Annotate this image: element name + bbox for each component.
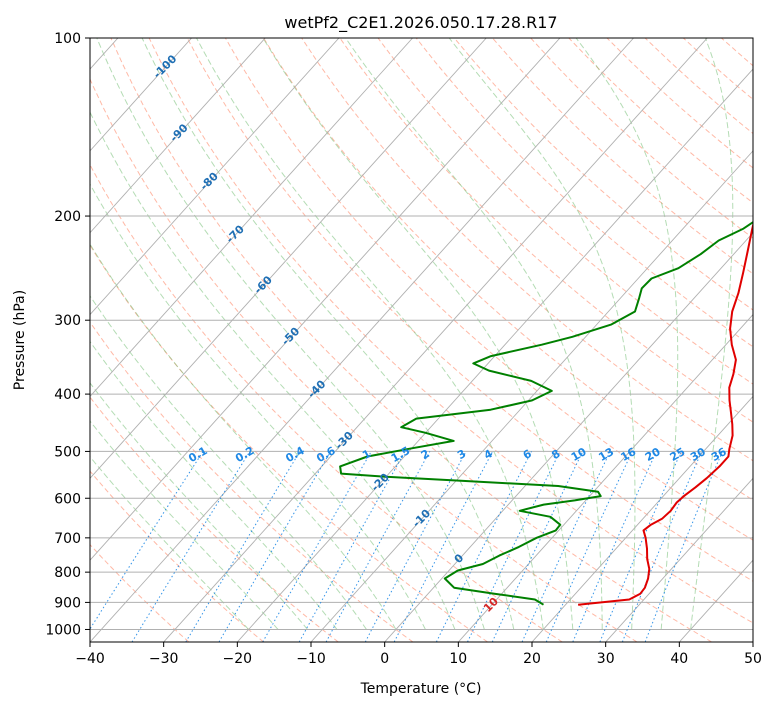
- x-tick-label: −40: [75, 651, 105, 667]
- x-tick-label: −10: [296, 651, 326, 667]
- dry-adiabat: [453, 38, 753, 311]
- isotherm-line: [605, 477, 753, 642]
- mixing-ratio-line: [435, 451, 532, 642]
- dry-adiabat: [90, 244, 488, 642]
- y-tick-label: 100: [54, 31, 81, 47]
- moist-adiabat: [90, 420, 279, 630]
- plot-frame: [89, 37, 754, 643]
- isotherm-line: [531, 395, 753, 642]
- isotherm-line: [90, 38, 561, 561]
- isotherm-line: [90, 38, 634, 642]
- mixing-ratio-line: [545, 451, 633, 642]
- moist-adiabat: [90, 183, 426, 630]
- y-tick-label: 500: [54, 444, 81, 460]
- isotherm-line: [457, 313, 753, 642]
- moist-adiabat: [90, 340, 338, 630]
- x-tick-label: 40: [670, 651, 688, 667]
- moist-adiabat: [90, 455, 249, 630]
- isotherm-line: [90, 38, 487, 479]
- dry-adiabat: [148, 38, 753, 624]
- y-tick-label: 200: [54, 209, 81, 225]
- x-tick-label: 30: [597, 651, 615, 667]
- temperature-line: [577, 221, 753, 606]
- dry-adiabat: [90, 163, 563, 642]
- y-tick-label: 600: [54, 491, 81, 507]
- isotherm-line: [90, 38, 266, 234]
- dewpoint-line: [339, 220, 753, 606]
- mixing-ratio-line: [262, 451, 372, 642]
- mixing-ratio-line: [90, 451, 204, 630]
- dry-adiabat: [339, 38, 753, 423]
- isotherm-line: [90, 38, 340, 316]
- isotherm-line: [163, 38, 708, 642]
- mixing-ratio-line: [131, 451, 251, 642]
- isotherm-line: [384, 232, 753, 642]
- y-axis: 100 200 300 400 500 600 700 800 900 1000: [45, 31, 90, 639]
- moist-adiabat: [344, 38, 603, 630]
- dry-adiabat: [90, 470, 264, 642]
- mixing-ratio-line: [325, 451, 431, 642]
- isotherm-line: [90, 38, 192, 152]
- x-axis-label: Temperature (°C): [360, 681, 482, 697]
- background-lines: [90, 38, 753, 642]
- moist-adiabat: [90, 243, 397, 630]
- y-tick-label: 900: [54, 595, 81, 611]
- dry-adiabat: [263, 38, 753, 501]
- mixing-ratio-line: [644, 451, 723, 642]
- dry-adiabat: [90, 77, 638, 642]
- x-axis: −40 −30 −20 −10 0 10 20 30 40 50: [75, 642, 762, 667]
- dry-adiabat: [110, 38, 712, 642]
- isotherm-line: [310, 150, 753, 642]
- moist-adiabat: [262, 38, 574, 630]
- isotherm-line: [90, 38, 413, 398]
- mixing-ratio-line: [572, 451, 657, 642]
- mixing-ratio-line: [599, 451, 682, 642]
- mixing-ratio-line: [298, 451, 406, 642]
- y-tick-label: 400: [54, 387, 81, 403]
- moist-adiabat: [448, 38, 636, 630]
- x-tick-label: −30: [149, 651, 179, 667]
- y-axis-label: Pressure (hPa): [12, 290, 28, 390]
- dry-adiabat: [186, 38, 753, 582]
- moist-adiabat: [575, 38, 679, 630]
- moist-adiabat: [96, 38, 485, 630]
- chart-title: wetPf2_C2E1.2026.050.17.28.R17: [284, 13, 557, 33]
- moist-adiabat: [141, 38, 515, 630]
- mixing-ratio-line: [621, 451, 703, 642]
- y-tick-label: 300: [54, 313, 81, 329]
- x-tick-label: −20: [223, 651, 253, 667]
- x-tick-label: 10: [449, 651, 467, 667]
- x-tick-label: 0: [380, 651, 389, 667]
- isotherm-line: [236, 68, 753, 642]
- y-tick-label: 1000: [45, 623, 81, 639]
- x-tick-label: 50: [744, 651, 762, 667]
- y-tick-label: 700: [54, 531, 81, 547]
- y-tick-label: 800: [54, 565, 81, 581]
- data-lines: [339, 220, 753, 606]
- x-tick-label: 20: [523, 651, 541, 667]
- moist-adiabat: [90, 382, 308, 630]
